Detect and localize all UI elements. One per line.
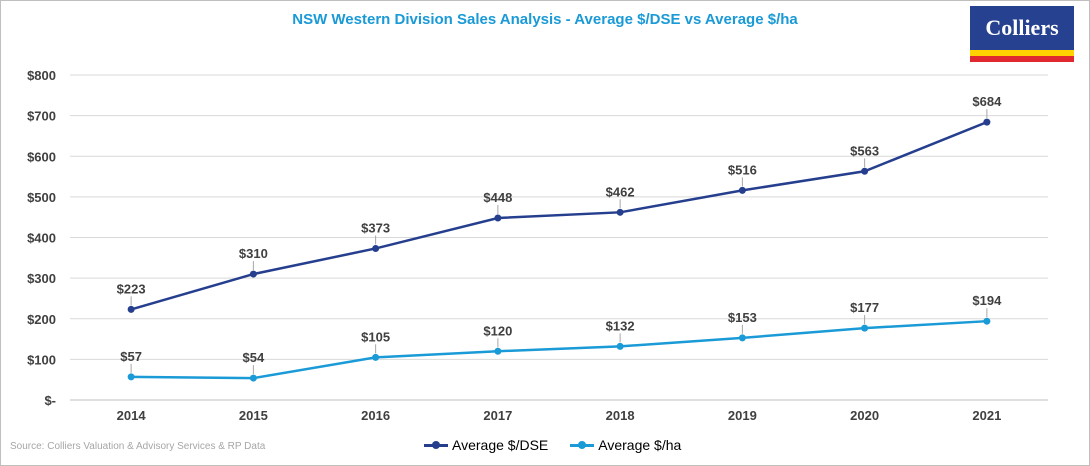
legend-label-dse: Average $/DSE: [452, 437, 549, 453]
data-label: $448: [483, 190, 512, 205]
data-point: [861, 167, 869, 175]
data-point: [127, 305, 135, 313]
data-label: $373: [361, 220, 390, 235]
data-point: [127, 373, 135, 381]
series-group: [127, 118, 991, 382]
y-axis: $- $100 $200 $300 $400 $500 $600 $700 $800: [27, 68, 56, 408]
x-tick-label: 2015: [239, 408, 268, 423]
legend-swatch-dse: [424, 438, 448, 452]
logo-text: Colliers: [970, 6, 1074, 50]
data-point: [983, 317, 991, 325]
legend: Average $/DSE Average $/ha: [424, 437, 681, 453]
data-point: [738, 334, 746, 342]
data-point: [616, 342, 624, 350]
data-label: $223: [117, 281, 146, 296]
data-point: [983, 118, 991, 126]
logo-stripe-red: [970, 56, 1074, 62]
colliers-logo: Colliers: [970, 6, 1074, 62]
x-tick-label: 2018: [606, 408, 635, 423]
y-tick-label: $500: [27, 190, 56, 205]
data-point: [494, 347, 502, 355]
data-label: $516: [728, 162, 757, 177]
data-point: [249, 374, 257, 382]
logo-stripe-yellow: [970, 50, 1074, 56]
series-line-ha: [131, 319, 987, 380]
data-label: $132: [606, 318, 635, 333]
y-tick-label: $-: [44, 393, 56, 408]
data-label: $153: [728, 310, 757, 325]
series-line-dse: [130, 120, 988, 311]
legend-swatch-ha: [570, 438, 595, 452]
y-tick-label: $400: [27, 231, 56, 246]
data-point: [249, 270, 257, 278]
data-point: [616, 208, 624, 216]
data-label: $684: [972, 94, 1002, 109]
x-tick-label: 2014: [117, 408, 147, 423]
data-label: $310: [239, 246, 268, 261]
x-tick-label: 2021: [972, 408, 1001, 423]
data-label: $563: [850, 143, 879, 158]
data-label: $105: [361, 329, 390, 344]
legend-item-dse: Average $/DSE: [424, 437, 548, 453]
data-point: [861, 324, 869, 332]
y-tick-label: $200: [27, 312, 56, 327]
data-label: $120: [483, 323, 512, 338]
y-tick-label: $800: [27, 68, 56, 83]
data-label: $462: [606, 184, 635, 199]
x-tick-label: 2019: [728, 408, 757, 423]
data-point: [494, 214, 502, 222]
x-tick-label: 2016: [361, 408, 390, 423]
legend-label-ha: Average $/ha: [598, 437, 682, 453]
data-label: $57: [120, 349, 142, 364]
data-labels: $223 $310 $373 $448 $462 $516 $563 $684 $57 $54 $1…: [117, 94, 1002, 375]
data-label: $194: [972, 293, 1002, 308]
gridlines: [70, 74, 1048, 360]
data-label: $177: [850, 300, 879, 315]
y-tick-label: $300: [27, 271, 56, 286]
source-note: Source: Colliers Valuation & Advisory Se…: [10, 441, 266, 452]
x-axis: 2014 2015 2016 2017 2018 2019 2020 2021: [70, 399, 1048, 423]
x-tick-label: 2017: [483, 408, 512, 423]
y-tick-label: $700: [27, 109, 56, 124]
legend-item-ha: Average $/ha: [570, 437, 681, 453]
data-point: [372, 244, 380, 252]
data-label: $54: [243, 350, 265, 365]
x-tick-label: 2020: [850, 408, 879, 423]
y-tick-label: $600: [27, 149, 56, 164]
chart-title: NSW Western Division Sales Analysis - Av…: [292, 11, 798, 28]
data-point: [372, 353, 380, 361]
y-tick-label: $100: [27, 352, 56, 367]
data-point: [738, 186, 746, 194]
